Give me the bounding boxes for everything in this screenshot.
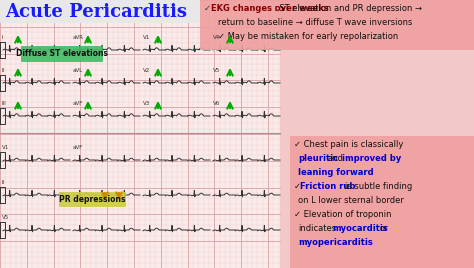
Text: V2: V2 xyxy=(143,68,150,73)
Text: leaning forward: leaning forward xyxy=(298,168,374,177)
Text: Diffuse ST elevations: Diffuse ST elevations xyxy=(16,50,108,58)
Text: EKG changes over weeks: EKG changes over weeks xyxy=(211,4,329,13)
Text: V5: V5 xyxy=(213,68,220,73)
Text: aVF: aVF xyxy=(73,101,83,106)
Text: improved by: improved by xyxy=(342,154,401,163)
Text: Friction rub: Friction rub xyxy=(300,182,356,191)
Text: aVF: aVF xyxy=(73,145,83,150)
Text: III: III xyxy=(2,101,7,106)
Bar xyxy=(290,136,474,268)
Text: and: and xyxy=(328,154,344,163)
Text: ✓ Chest pain is classically: ✓ Chest pain is classically xyxy=(294,140,403,149)
Text: ✓ Elevation of troponin: ✓ Elevation of troponin xyxy=(294,210,392,219)
Text: V6: V6 xyxy=(213,101,220,106)
Text: II: II xyxy=(2,180,5,185)
Text: myocarditis: myocarditis xyxy=(332,224,388,233)
Text: or: or xyxy=(380,224,389,233)
Text: aVR: aVR xyxy=(73,35,84,40)
Text: aVL: aVL xyxy=(73,68,83,73)
FancyBboxPatch shape xyxy=(21,46,103,62)
Text: V5: V5 xyxy=(2,215,9,220)
Text: PR depressions: PR depressions xyxy=(59,195,126,204)
Text: Acute Pericarditis: Acute Pericarditis xyxy=(5,3,187,21)
Text: on L lower sternal border: on L lower sternal border xyxy=(298,196,404,205)
Text: is subtle finding: is subtle finding xyxy=(345,182,412,191)
Bar xyxy=(0,0,280,268)
Bar xyxy=(200,0,474,50)
Text: indicates: indicates xyxy=(298,224,336,233)
Text: return to baseline → diffuse T wave inversions: return to baseline → diffuse T wave inve… xyxy=(218,18,412,27)
Text: V1: V1 xyxy=(143,35,150,40)
Bar xyxy=(0,0,200,23)
Text: II: II xyxy=(2,68,5,73)
Text: ✓ May be mistaken for early repolarization: ✓ May be mistaken for early repolarizati… xyxy=(218,32,398,41)
Text: V4: V4 xyxy=(213,35,220,40)
Text: : ST elevation and PR depression →: : ST elevation and PR depression → xyxy=(274,4,422,13)
Text: V3: V3 xyxy=(143,101,150,106)
Text: ✓: ✓ xyxy=(204,4,214,13)
Text: V1: V1 xyxy=(2,145,9,150)
FancyBboxPatch shape xyxy=(59,192,126,207)
Text: myopericarditis: myopericarditis xyxy=(298,238,373,247)
Text: ✓: ✓ xyxy=(294,182,301,191)
Text: pleuritic: pleuritic xyxy=(298,154,338,163)
Text: I: I xyxy=(2,35,4,40)
